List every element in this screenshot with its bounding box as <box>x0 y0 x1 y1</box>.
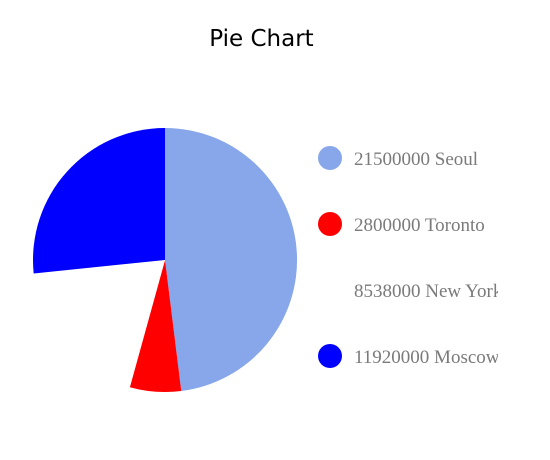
legend-label-toronto: 2800000 Toronto <box>354 215 485 236</box>
legend: 21500000 Seoul 2800000 Toronto 8538000 New… <box>318 146 503 368</box>
legend-item-moscow[interactable]: 11920000 Moscow <box>318 344 500 368</box>
pie-slice-toronto[interactable] <box>129 260 182 393</box>
pie-slice-seoul[interactable] <box>165 128 298 391</box>
pie-slices <box>32 127 298 393</box>
legend-item-seoul[interactable]: 21500000 Seoul <box>318 146 478 170</box>
legend-marker-new-york <box>318 278 342 302</box>
legend-marker-moscow <box>318 344 342 368</box>
legend-item-toronto[interactable]: 2800000 Toronto <box>318 212 485 236</box>
legend-label-seoul: 21500000 Seoul <box>354 149 478 170</box>
legend-marker-seoul <box>318 146 342 170</box>
legend-marker-toronto <box>318 212 342 236</box>
pie-slice-moscow[interactable] <box>32 127 165 274</box>
legend-label-moscow: 11920000 Moscow <box>354 347 500 368</box>
legend-item-new-york[interactable]: 8538000 New York <box>318 278 503 302</box>
pie-slice-new-york[interactable] <box>33 260 165 388</box>
legend-label-new-york: 8538000 New York <box>354 281 503 302</box>
chart-title: Pie Chart <box>209 26 314 52</box>
